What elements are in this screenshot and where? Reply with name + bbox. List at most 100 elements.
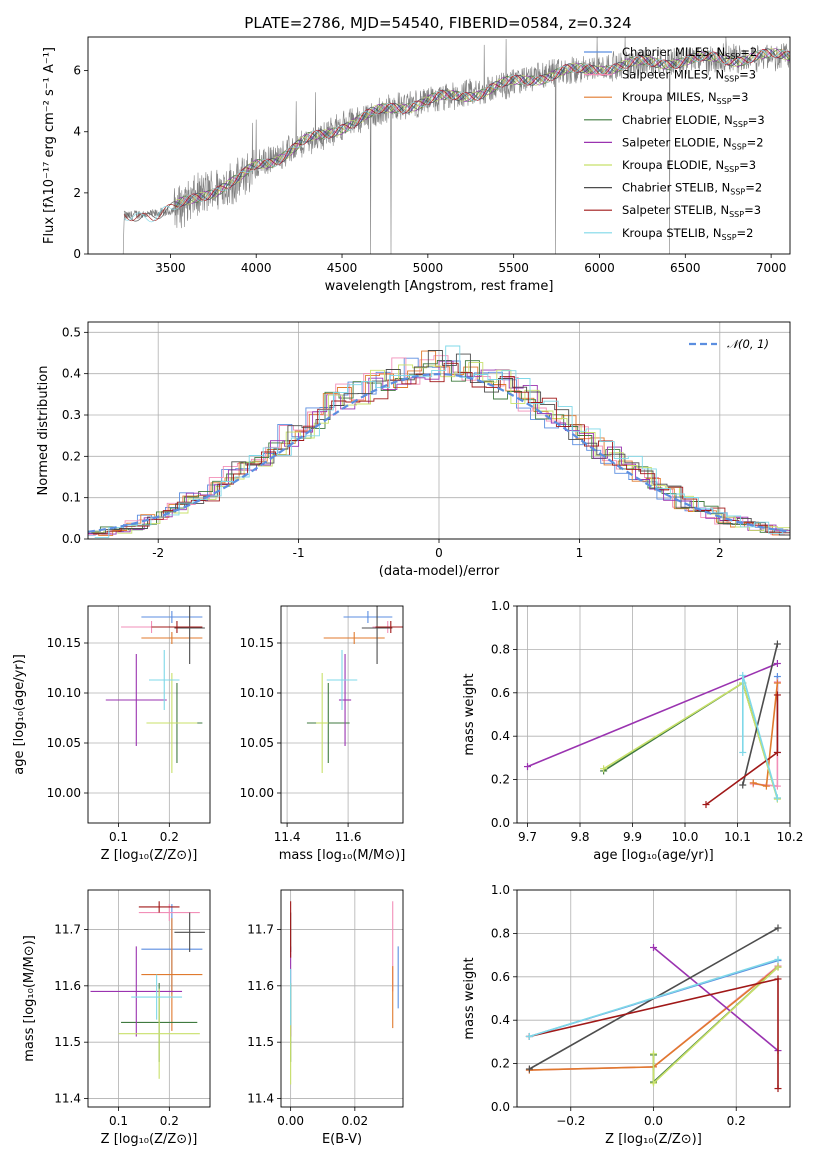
x-tick-label: 0.1: [109, 830, 128, 844]
x-axis-label: age [log₁₀(age/yr)]: [593, 848, 714, 863]
axes-frame: [516, 889, 791, 1108]
gaussian-reference-curve: [88, 372, 790, 533]
axes-frame: [87, 889, 211, 1108]
y-tick-label: 11.6: [247, 979, 274, 993]
axes-frame: [87, 36, 791, 255]
x-tick-label: 9.7: [518, 830, 537, 844]
observed-spectrum: [122, 37, 790, 254]
mass_vs_Z-panel: 0.1 0.2 11.4 11.5 11.6 11.7 Z [log₁₀(Z/Z⊙)] mas…: [22, 889, 211, 1147]
y-tick-label: 11.5: [247, 1035, 274, 1049]
legend-label-suffix: =3: [732, 90, 749, 104]
model-spectrum-salpeter_stelib: [123, 48, 790, 222]
legend-label-salpeter_elodie: Salpeter ELODIE, NSSP=2: [622, 135, 764, 151]
y-tick-label: 10.10: [47, 686, 81, 700]
y-tick-label: 1.0: [491, 883, 510, 897]
x-tick-label: 5500: [498, 261, 529, 275]
mass_weight_vs_age-plot-area: [524, 640, 781, 809]
legend-label-sub: SSP: [724, 75, 739, 84]
legend-label-main: Chabrier STELIB, N: [622, 181, 730, 195]
x-tick-label: 9.9: [623, 830, 642, 844]
legend-label-kroupa_miles: Kroupa MILES, NSSP=3: [622, 90, 748, 106]
weight-line-salpeter_miles: [753, 682, 779, 787]
legend-label-sub: SSP: [725, 52, 740, 61]
mass_vs_ebv-plot-area: [290, 901, 399, 1085]
legend-label-suffix: =3: [748, 113, 765, 127]
x-axis-label: wavelength [Angstrom, rest frame]: [325, 279, 554, 294]
y-tick-label: 0.4: [62, 367, 81, 381]
legend-label-main: Salpeter STELIB, N: [622, 203, 729, 217]
legend-label-chabrier_stelib: Chabrier STELIB, NSSP=2: [622, 181, 762, 197]
model-spectrum-salpeter_elodie: [175, 48, 790, 204]
legend-label-sub: SSP: [729, 210, 744, 219]
mass_weight_vs_Z-plot-area: [525, 924, 782, 1093]
x-tick-label: 0.2: [160, 1114, 179, 1128]
x-tick-label: -2: [152, 546, 164, 560]
y-tick-label: 0.6: [491, 686, 510, 700]
y-tick-label: 2: [73, 186, 81, 200]
x-axis-label: Z [log₁₀(Z/Z⊙)]: [101, 1132, 198, 1147]
legend-label-main: Chabrier ELODIE, N: [622, 113, 733, 127]
x-tick-label: 0: [435, 546, 443, 560]
y-tick-label: 10.10: [240, 686, 274, 700]
age_vs_Z-plot-area: [105, 606, 205, 773]
y-tick-label: 10.15: [240, 636, 274, 650]
y-axis-label: age [log₁₀(age/yr)]: [12, 654, 27, 775]
legend-label-suffix: =3: [739, 68, 756, 82]
histogram-chabrier_elodie: [88, 359, 789, 533]
y-tick-label: 10.05: [240, 736, 274, 750]
spectrum-plot-area: [122, 37, 790, 254]
model-spectrum-kroupa_stelib: [123, 49, 790, 223]
model-spectrum-kroupa_elodie: [175, 48, 790, 205]
axes-frame: [516, 605, 791, 824]
legend-label-sub: SSP: [732, 142, 747, 151]
x-tick-label: 0.2: [727, 1114, 746, 1128]
weight-line-kroupa_elodie: [603, 681, 779, 800]
y-tick-label: 1.0: [491, 599, 510, 613]
age_vs_Z-panel: 0.1 0.2 10.00 10.05 10.10 10.15 Z [log₁₀(Z/Z⊙)…: [12, 605, 211, 863]
weight-line-kroupa_elodie: [652, 966, 779, 1085]
y-tick-label: 6: [73, 64, 81, 78]
legend-label-main: Kroupa MILES, N: [622, 90, 717, 104]
x-tick-label: 10.0: [672, 830, 699, 844]
legend-label-sub: SSP: [733, 120, 748, 129]
y-tick-label: 11.4: [247, 1092, 274, 1106]
y-axis-label: mass weight: [462, 957, 477, 1039]
axes-frame: [87, 605, 211, 824]
legend-label-gaussian: 𝒩(0, 1): [727, 337, 769, 351]
age_vs_mass-panel: 11.4 11.6 10.00 10.05 10.10 10.15 mass [log₁₀(…: [240, 605, 405, 863]
y-tick-label: 0.0: [491, 1100, 510, 1114]
legend-label-sub: SSP: [722, 233, 737, 242]
x-axis-label: Z [log₁₀(Z/Z⊙)]: [101, 848, 198, 863]
legend-label-sub: SSP: [724, 165, 739, 174]
weight-line-chabrier_stelib: [742, 643, 779, 786]
histogram-salpeter_stelib: [93, 362, 790, 535]
spectrum-panel: 3500 4000 4500 5000 5500 6000 6500 7000 0 2 4 6 wave…: [42, 36, 791, 294]
y-tick-label: 10.00: [47, 786, 81, 800]
legend-label-sub: SSP: [717, 97, 732, 106]
x-tick-label: −0.2: [556, 1114, 585, 1128]
weight-line-salpeter_elodie: [652, 946, 779, 1052]
x-axis-label: (data-model)/error: [379, 564, 500, 579]
x-tick-label: 3500: [155, 261, 186, 275]
y-tick-label: 0.6: [491, 970, 510, 984]
y-tick-label: 10.15: [47, 636, 81, 650]
x-tick-label: 2: [716, 546, 724, 560]
x-tick-label: 4000: [241, 261, 272, 275]
y-tick-label: 11.6: [54, 979, 81, 993]
y-axis-label: Flux [fλ10⁻¹⁷ erg cm⁻² s⁻¹ A⁻¹]: [42, 47, 57, 244]
x-tick-label: 0.02: [341, 1114, 368, 1128]
mass_vs_Z-plot-area: [90, 901, 205, 1079]
y-axis-label: mass [log₁₀(M/M⊙)]: [22, 935, 37, 1062]
x-tick-label: 0.1: [109, 1114, 128, 1128]
x-axis-label: Z [log₁₀(Z/Z⊙)]: [605, 1132, 702, 1147]
legend-label-main: Kroupa ELODIE, N: [622, 158, 724, 172]
legend-label-main: Chabrier MILES, N: [622, 45, 725, 59]
legend-label-kroupa_elodie: Kroupa ELODIE, NSSP=3: [622, 158, 756, 174]
x-tick-label: 1: [576, 546, 584, 560]
legend-label-suffix: =2: [740, 45, 757, 59]
x-tick-label: 7000: [756, 261, 787, 275]
axes-frame: [280, 889, 404, 1108]
y-tick-label: 11.4: [54, 1092, 81, 1106]
x-tick-label: 4500: [327, 261, 358, 275]
legend-label-suffix: =3: [739, 158, 756, 172]
